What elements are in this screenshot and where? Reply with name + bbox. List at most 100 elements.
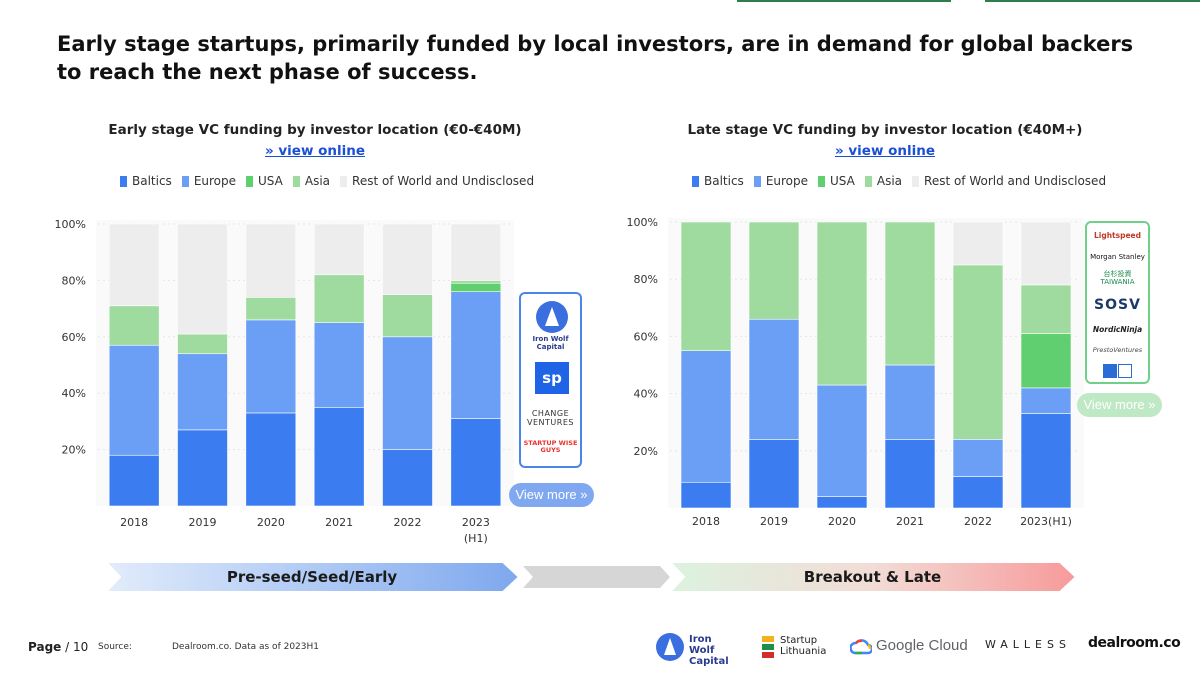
early-chart-title: Early stage VC funding by investor locat…: [108, 122, 522, 138]
x-tick-label: 2021: [325, 516, 353, 529]
early-chart-legend: Baltics Europe USA Asia Rest of World and Un…: [120, 174, 534, 188]
bar-segment-europe: [748, 318, 800, 440]
x-tick-label: 2023(H1): [1020, 515, 1072, 528]
bar-segment-asia: [177, 333, 228, 355]
legend-item-europe: Europe: [181, 174, 236, 188]
x-tick-label: 2019: [189, 516, 217, 529]
bar-segment-rest-of-world-and-undisclosed: [450, 223, 502, 281]
y-tick-label: 20%: [634, 445, 658, 458]
page-number: / 10: [65, 640, 89, 654]
bar-segment-asia: [952, 264, 1004, 440]
legend-swatch: [692, 175, 699, 187]
bar-segment-baltics: [816, 496, 868, 509]
bar-segment-europe: [177, 353, 228, 431]
page-label: Page: [28, 640, 62, 654]
legend-label: Rest of World and Undisclosed: [924, 174, 1107, 188]
early-stage-label: Pre-seed/Seed/Early: [226, 568, 398, 586]
x-tick-label: 2021: [896, 515, 924, 528]
bar-segment-baltics: [245, 412, 297, 507]
bar-segment-asia: [108, 305, 160, 346]
google-cloud-footer-logo: Google Cloud: [850, 636, 970, 658]
stage-arrows: [103, 561, 1078, 593]
x-tick-label: 2022: [394, 516, 422, 529]
y-tick-label: 40%: [62, 387, 86, 400]
legend-item-baltics: Baltics: [120, 174, 172, 188]
plot-area: [668, 218, 1084, 508]
startup-lithuania-icon: [762, 636, 774, 658]
late-chart-legend: Baltics Europe USA Asia Rest of World and Un…: [692, 174, 1106, 188]
legend-swatch: [912, 175, 920, 187]
startup-wise-guys-logo: STARTUP WISE GUYS: [523, 439, 578, 454]
bar-segment-rest-of-world-and-undisclosed: [952, 221, 1004, 266]
x-tick-label: 2020: [828, 515, 856, 528]
y-tick-label: 20%: [62, 444, 86, 457]
bar-segment-baltics: [382, 449, 433, 507]
bar-segment-rest-of-world-and-undisclosed: [108, 223, 160, 307]
y-tick-label: 80%: [62, 274, 86, 287]
legend-item-europe: Europe: [753, 174, 809, 188]
legend-label: Baltics: [704, 174, 744, 188]
late-chart-title: Late stage VC funding by investor locati…: [687, 122, 1083, 138]
sp-vc-logo: sp: [535, 362, 569, 394]
bar-segment-usa: [450, 282, 502, 292]
google-cloud-text: Google Cloud: [876, 637, 968, 654]
bar-segment-baltics: [680, 481, 732, 509]
legend-item-usa: USA: [818, 174, 855, 188]
bar-segment-baltics: [952, 476, 1004, 509]
legend-swatch: [181, 175, 189, 187]
bar-segment-europe: [952, 439, 1004, 477]
legend-item-asia: Asia: [292, 174, 331, 188]
legend-label: Europe: [765, 174, 809, 188]
startup-lithuania-text: Startup Lithuania: [780, 635, 827, 657]
late-stage-arrow: [667, 561, 1078, 593]
bar-segment-rest-of-world-and-undisclosed: [382, 223, 433, 295]
x-tick-label: 2022: [964, 515, 992, 528]
y-tick-label: 100%: [627, 216, 658, 229]
bar-segment-baltics: [313, 407, 365, 507]
legend-label: Asia: [876, 174, 903, 188]
bar-segment-rest-of-world-and-undisclosed: [177, 223, 228, 335]
legend-item-usa: USA: [246, 174, 283, 188]
late-view-online-link[interactable]: » view online: [834, 143, 936, 159]
google-cloud-icon: [850, 639, 872, 655]
y-tick-label: 60%: [634, 330, 658, 343]
legend-label: Asia: [304, 174, 331, 188]
late-stage-label: Breakout & Late: [803, 568, 942, 586]
late-view-more-button[interactable]: View more »: [1077, 393, 1162, 417]
x-tick-label: 2019: [760, 515, 788, 528]
y-tick-label: 40%: [634, 388, 658, 401]
bar-segment-baltics: [1020, 413, 1072, 509]
bar-segment-rest-of-world-and-undisclosed: [245, 223, 297, 298]
bar-segment-rest-of-world-and-undisclosed: [313, 223, 365, 276]
bar-segment-baltics: [108, 454, 160, 507]
legend-item-baltics: Baltics: [692, 174, 744, 188]
presto-ventures-logo: PrestoVentures: [1092, 346, 1143, 354]
lmga-v-icon: [1118, 364, 1133, 378]
walless-footer-logo: WALLESS: [985, 638, 1071, 651]
bar-segment-europe: [108, 344, 160, 456]
bar-segment-europe: [382, 336, 433, 450]
nordic-ninja-logo: NordicNinja: [1092, 325, 1143, 334]
bar-segment-asia: [748, 221, 800, 320]
top-accent-line: [737, 0, 951, 2]
early-view-more-button[interactable]: View more »: [509, 483, 594, 507]
early-view-online-link[interactable]: » view online: [264, 143, 366, 159]
bar-segment-europe: [1020, 387, 1072, 414]
bar-segment-asia: [884, 221, 936, 366]
legend-swatch: [246, 175, 254, 187]
legend-item-asia: Asia: [864, 174, 903, 188]
y-tick-label: 80%: [634, 273, 658, 286]
top-accent-line: [985, 0, 1200, 2]
x-tick-label: 2023: [462, 516, 490, 529]
x-tick-label: 2018: [692, 515, 720, 528]
iron-wolf-footer-logo: Iron Wolf Capital: [655, 630, 740, 667]
late-stage-chart: 20% 40% 60% 80% 100% 2018 2019 2020 2021 2022 2023…: [627, 216, 1084, 528]
legend-label: Baltics: [132, 174, 172, 188]
bar-segment-europe: [884, 364, 936, 440]
lmga-square-icon: [1102, 364, 1117, 378]
sosv-logo: SOSV: [1094, 297, 1141, 313]
sp-vc-logo-text: sp: [542, 369, 562, 387]
morgan-stanley-logo: Morgan Stanley: [1090, 253, 1145, 261]
iron-wolf-logo-icon: [536, 301, 568, 333]
iron-wolf-footer-text: Iron Wolf Capital: [689, 634, 729, 667]
